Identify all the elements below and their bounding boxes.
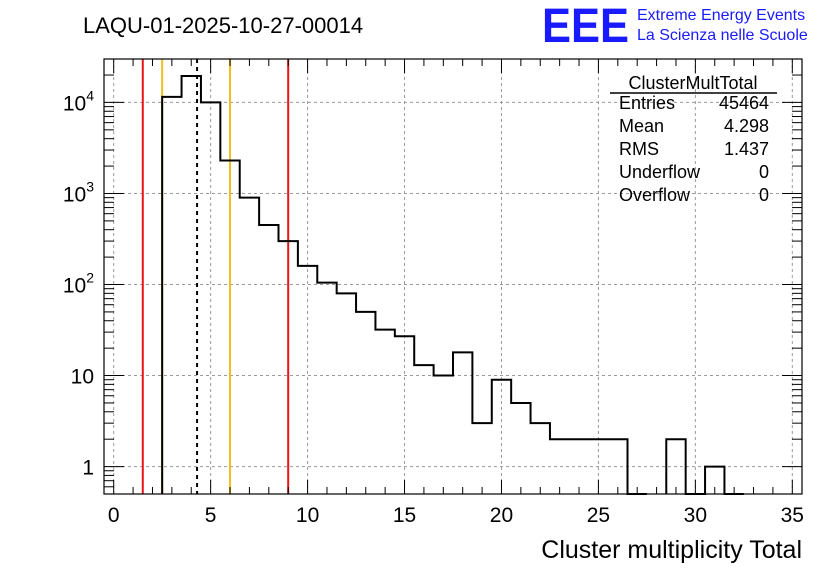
stats-underflow-label: Underflow [619,162,701,182]
y-tick-labels: 1 10 102 103 104 [63,87,94,479]
stats-mean-label: Mean [619,116,664,136]
stats-rms-label: RMS [619,139,659,159]
y-tick-label: 10 [71,366,94,389]
stats-entries-label: Entries [619,93,675,113]
stats-rms-value: 1.437 [724,139,769,159]
x-tick-label: 20 [490,504,513,527]
y-tick-exponent: 4 [86,87,94,103]
stats-overflow-label: Overflow [619,185,691,205]
y-tick-exponent: 3 [86,178,94,194]
x-tick-label: 10 [296,504,319,527]
x-tick-label: 25 [587,504,610,527]
y-tick-label: 102 [63,270,94,298]
reference-lines [141,59,290,494]
plot-frame [103,58,803,495]
logo-line-1: Extreme Energy Events [637,7,805,24]
eee-logo: EEE Extreme Energy Events La Scienza nel… [542,0,808,53]
y-tick-exponent: 2 [86,270,94,286]
x-tick-labels: 0 5 10 15 20 25 30 35 [108,504,804,527]
x-tick-label: 0 [108,504,120,527]
x-axis-title: Cluster multiplicity Total [541,536,802,564]
stats-entries-value: 45464 [719,93,769,113]
stats-box: ClusterMultTotal Entries 45464 Mean 4.29… [610,73,777,205]
logo-line-2: La Scienza nelle Scuole [637,27,808,44]
x-tick-label: 5 [205,504,217,527]
logo-mark: EEE [542,0,629,53]
y-tick-label: 103 [63,178,94,206]
stats-overflow-value: 0 [759,185,769,205]
axis-ticks [104,58,802,495]
x-tick-label: 30 [684,504,707,527]
chart-title: LAQU-01-2025-10-27-00014 [83,13,363,38]
x-tick-label: 35 [781,504,804,527]
stats-mean-value: 4.298 [724,116,769,136]
y-tick-label: 1 [82,457,94,480]
stats-underflow-value: 0 [759,162,769,182]
stats-title: ClusterMultTotal [628,73,757,93]
grid [104,59,802,494]
y-tick-label: 104 [63,87,94,115]
x-tick-label: 15 [393,504,416,527]
